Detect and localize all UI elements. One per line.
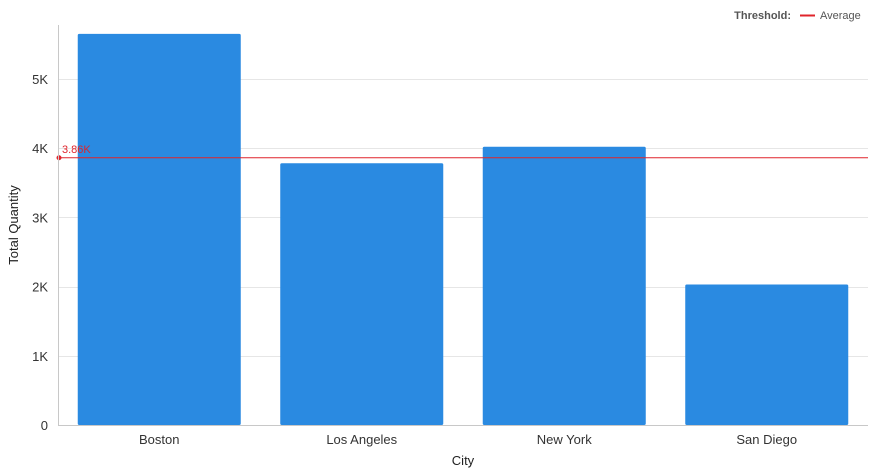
x-tick-label: San Diego [736,432,797,447]
y-tick-label: 1K [32,349,48,364]
x-tick-label: Los Angeles [326,432,397,447]
bar-los-angeles[interactable] [280,163,444,426]
y-tick-label: 3K [32,210,48,225]
x-tick-label: Boston [139,432,179,447]
y-tick-label: 4K [32,141,48,156]
legend-title: Threshold: [734,10,791,22]
legend: Threshold: Average [734,10,861,22]
x-tick-label: New York [537,432,592,447]
threshold-value-label: 3.86K [62,144,91,156]
y-tick-label: 0 [41,418,48,433]
tick-labels: 0 1K 2K 3K 4K 5K Boston Los Angeles New York San … [32,72,797,447]
y-tick-label: 2K [32,280,48,295]
y-axis-title: Total Quantity [6,185,21,265]
bar-boston[interactable] [77,33,241,425]
legend-label-average[interactable]: Average [820,10,861,22]
axes [58,25,868,426]
bar-san-diego[interactable] [685,284,849,425]
bars [77,33,849,426]
bar-new-york[interactable] [482,146,646,425]
y-tick-label: 5K [32,72,48,87]
x-axis-title: City [452,453,475,468]
